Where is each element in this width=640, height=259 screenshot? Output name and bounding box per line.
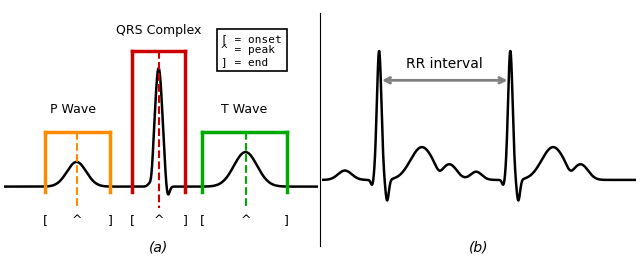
- Text: (a): (a): [149, 241, 168, 255]
- Text: [: [: [200, 214, 205, 227]
- Text: ]: ]: [284, 214, 289, 227]
- Text: ]: ]: [108, 214, 113, 227]
- Text: (b): (b): [469, 241, 489, 255]
- Text: [: [: [43, 214, 48, 227]
- Text: [ = onset
^ = peak
] = end: [ = onset ^ = peak ] = end: [221, 34, 282, 67]
- Text: ]: ]: [183, 214, 188, 227]
- Text: QRS Complex: QRS Complex: [116, 24, 202, 37]
- Text: ^: ^: [240, 214, 251, 227]
- Text: T Wave: T Wave: [221, 103, 268, 116]
- Text: RR interval: RR interval: [406, 57, 483, 71]
- Text: ^: ^: [154, 214, 164, 227]
- Text: [: [: [129, 214, 134, 227]
- Text: ^: ^: [71, 214, 82, 227]
- Text: P Wave: P Wave: [50, 103, 96, 116]
